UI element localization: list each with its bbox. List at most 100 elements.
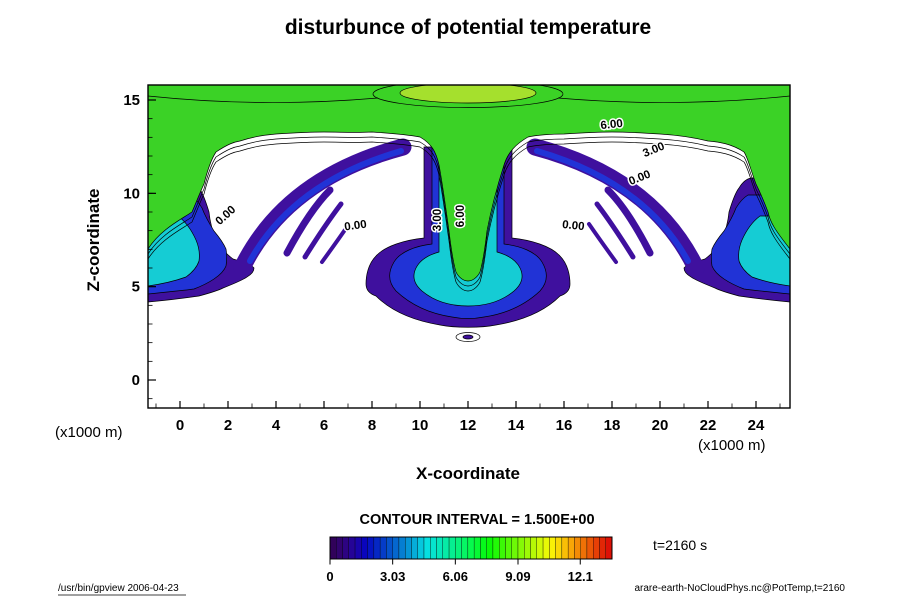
colorbar-segment xyxy=(436,536,443,560)
x-axis-tick-label: 2 xyxy=(224,417,232,434)
colorbar-segment xyxy=(467,536,475,560)
footer-source: arare-earth-NoCloudPhys.nc@PotTemp,t=216… xyxy=(634,583,845,594)
colorbar-segment xyxy=(473,536,481,560)
colorbar-segment xyxy=(329,536,337,560)
x-axis-tick-label: 6 xyxy=(320,417,328,434)
colorbar-segment xyxy=(430,536,437,560)
page-title: disturbunce of potential temperature xyxy=(285,16,651,39)
y-axis-tick-label: 0 xyxy=(132,372,140,389)
y-axis-tick-label: 10 xyxy=(123,185,140,202)
y-axis-tick-label: 15 xyxy=(123,92,140,109)
contour-sliver-left-3 xyxy=(320,222,351,264)
contour-line-3 xyxy=(148,136,790,287)
colorbar-segment xyxy=(511,536,519,560)
colorbar-segment xyxy=(336,536,343,560)
contour-fill-green-layer xyxy=(148,85,790,282)
contour-line-top-left xyxy=(148,95,379,103)
colorbar-segment xyxy=(536,536,544,560)
colorbar-segment xyxy=(423,536,431,560)
y-axis-label: Z-coordinate xyxy=(84,189,103,292)
contour-line-top-right xyxy=(557,95,790,103)
contour-sliver-left-1 xyxy=(283,186,334,257)
x-axis-tick-label: 16 xyxy=(556,417,573,434)
colorbar-segment xyxy=(555,536,563,560)
contour-line-0 xyxy=(148,141,790,292)
x-axis-unit: (x1000 m) xyxy=(698,437,766,454)
colorbar-segment xyxy=(517,536,525,560)
x-axis-tick-label: 4 xyxy=(272,417,281,434)
colorbar-tick-label: 0 xyxy=(326,569,333,584)
contour-ring-droplet xyxy=(455,332,481,342)
colorbar-segment xyxy=(442,536,450,560)
colorbar-segment xyxy=(379,536,387,560)
colorbar-segment xyxy=(392,536,400,560)
footer-command: /usr/bin/gpview 2006-04-23 xyxy=(58,583,179,594)
contour-ring-top-max xyxy=(372,85,564,108)
contour-sliver-left-2 xyxy=(302,201,344,260)
contour-sliver-right-2 xyxy=(594,201,636,260)
x-axis-tick-label: 20 xyxy=(652,417,669,434)
y-axis-tick-label: 5 xyxy=(132,279,140,296)
colorbar-segment xyxy=(524,536,531,560)
colorbar-segment xyxy=(480,536,487,560)
y-axis-unit: (x1000 m) xyxy=(55,424,123,441)
colorbar-segment xyxy=(486,536,494,560)
contour-arc-purple-left xyxy=(233,138,412,277)
colorbar-tick-label: 3.03 xyxy=(380,569,405,584)
contour-value-label: 3.00 xyxy=(432,209,444,231)
colorbar-segment xyxy=(561,536,569,560)
x-axis-tick-label: 14 xyxy=(508,417,525,434)
colorbar-segment xyxy=(492,536,500,560)
contour-value-label: 6.00 xyxy=(600,118,624,132)
colorbar-segment xyxy=(398,536,406,560)
contour-arc-blue-right xyxy=(534,148,691,264)
x-axis-label: X-coordinate xyxy=(416,464,520,483)
colorbar-segment xyxy=(367,536,375,560)
colorbar-segment xyxy=(348,536,356,560)
colorbar-segment xyxy=(580,536,588,560)
contour-value-label: 0.00 xyxy=(214,204,239,228)
colorbar-segment xyxy=(405,536,412,560)
colorbar-segment xyxy=(593,536,600,560)
contour-arc-purple-right xyxy=(526,138,705,277)
colorbar: 0 3.03 6.06 9.09 12.1 xyxy=(326,536,613,584)
colorbar-segment xyxy=(605,536,613,560)
colorbar-segment xyxy=(542,536,550,560)
colorbar-segment xyxy=(448,536,456,560)
contour-fill-droplet xyxy=(462,334,474,340)
colorbar-tick-label: 6.06 xyxy=(443,569,468,584)
colorbar-segment xyxy=(499,536,506,560)
colorbar-tick-label: 12.1 xyxy=(568,569,593,584)
colorbar-segment xyxy=(586,536,594,560)
colorbar-segment xyxy=(574,536,581,560)
contour-arc-blue-left xyxy=(247,148,404,264)
x-axis-ticks: 0 2 4 6 8 10 12 14 16 18 20 22 24 xyxy=(155,401,781,434)
colorbar-segment xyxy=(549,536,556,560)
colorbar-frame xyxy=(329,536,613,560)
contour-value-label: 0.00 xyxy=(344,219,368,234)
x-axis-tick-label: 10 xyxy=(412,417,429,434)
colorbar-segment xyxy=(373,536,381,560)
contour-fill-cyan-right-edge xyxy=(738,215,790,287)
x-axis-tick-label: 22 xyxy=(700,417,717,434)
contour-field xyxy=(148,85,790,342)
colorbar-segment xyxy=(354,536,362,560)
colorbar-segment xyxy=(386,536,393,560)
x-axis-tick-label: 8 xyxy=(368,417,376,434)
contour-value-label: 0.00 xyxy=(562,219,586,233)
contour-fill-yellow-top-max xyxy=(399,85,537,104)
x-axis-tick-label: 24 xyxy=(748,417,765,434)
colorbar-segment xyxy=(411,536,418,560)
colorbar-segment xyxy=(567,536,575,560)
colorbar-segment xyxy=(342,536,349,560)
colorbar-tick-label: 9.09 xyxy=(505,569,530,584)
y-axis-ticks: 0 5 10 15 xyxy=(123,92,156,400)
x-axis-tick-label: 12 xyxy=(460,417,477,434)
colorbar-segment xyxy=(599,536,606,560)
colorbar-segment xyxy=(461,536,469,560)
colorbar-segment xyxy=(530,536,537,560)
x-axis-tick-label: 18 xyxy=(604,417,621,434)
colorbar-segment xyxy=(417,536,425,560)
colorbar-segment xyxy=(505,536,512,560)
